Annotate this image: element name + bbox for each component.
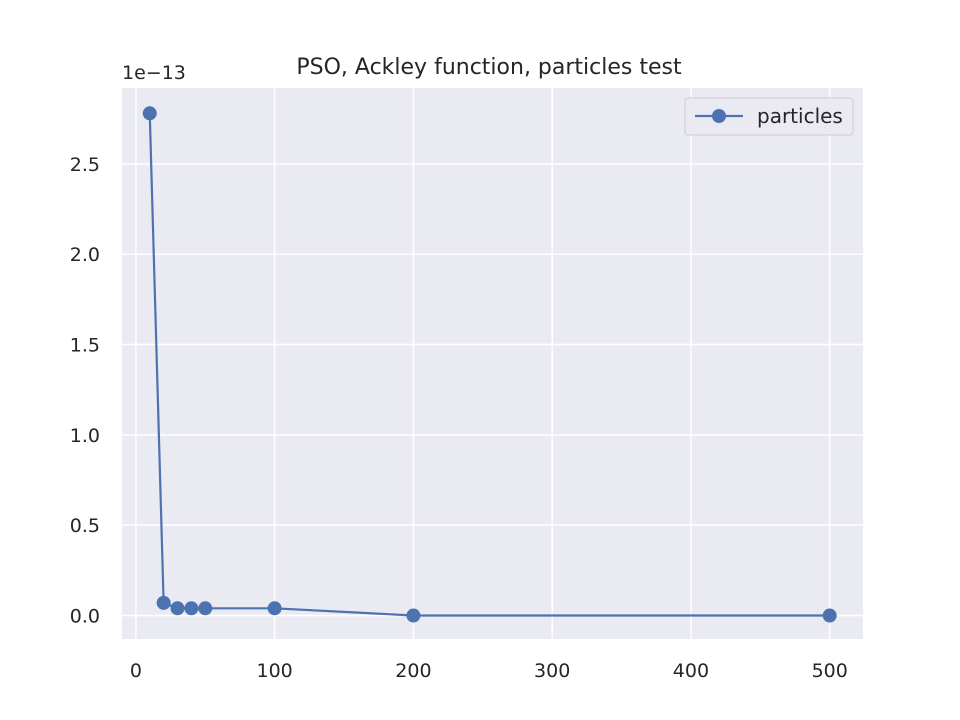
legend-label-particles: particles — [757, 104, 843, 128]
x-tick-label: 500 — [812, 660, 848, 682]
legend-box — [684, 97, 854, 136]
data-point-marker — [267, 601, 282, 616]
y-tick-label: 1.5 — [70, 335, 100, 357]
data-point-marker — [156, 595, 171, 610]
legend: particles — [684, 97, 854, 136]
y-tick-label: 1.0 — [70, 425, 100, 447]
x-tick-labels: 0 100 200 300 400 500 — [130, 660, 848, 682]
x-tick-label: 0 — [130, 660, 142, 682]
data-point-marker — [822, 608, 837, 623]
y-tick-labels: 0.0 0.5 1.0 1.5 2.0 2.5 — [70, 154, 100, 628]
y-axis-offset-label: 1e−13 — [122, 62, 186, 84]
plot-background — [122, 88, 863, 639]
data-point-marker — [198, 601, 213, 616]
chart-title: PSO, Ackley function, particles test — [296, 55, 682, 80]
y-tick-label: 0.5 — [70, 515, 100, 537]
data-point-marker — [142, 106, 157, 121]
data-point-marker — [184, 601, 199, 616]
y-tick-label: 0.0 — [70, 606, 100, 628]
x-tick-label: 200 — [395, 660, 431, 682]
data-point-marker — [406, 608, 421, 623]
x-tick-label: 100 — [257, 660, 293, 682]
series-group — [142, 106, 837, 623]
data-point-marker — [170, 601, 185, 616]
x-tick-label: 400 — [673, 660, 709, 682]
legend-marker-icon — [712, 109, 726, 123]
y-tick-label: 2.0 — [70, 244, 100, 266]
grid-lines — [122, 88, 863, 639]
y-tick-label: 2.5 — [70, 154, 100, 176]
x-tick-label: 300 — [534, 660, 570, 682]
